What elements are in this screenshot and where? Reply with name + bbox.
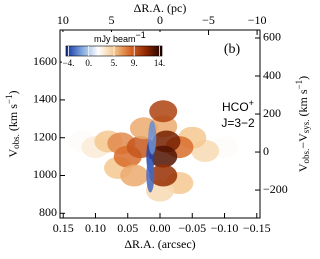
y-axis-label-part: −1 xyxy=(4,94,14,104)
x-tick-label: −0.05 xyxy=(178,221,206,235)
y-tick-label: 1400 xyxy=(33,92,57,106)
line-name-part: HCO xyxy=(222,100,249,114)
y-axis-label-part: (km s xyxy=(6,104,20,134)
y2-tick-label: 0 xyxy=(263,144,269,158)
y2-axis-label-part: obs. xyxy=(301,149,311,164)
x-tick-label: −0.15 xyxy=(243,221,271,235)
emission-blob xyxy=(149,145,178,168)
y-tick-label: 800 xyxy=(39,205,57,219)
y2-axis-label-part: V xyxy=(296,163,310,172)
colorbar-tick-label: 14. xyxy=(154,58,165,68)
line-name: HCO+ xyxy=(222,98,254,114)
x-axis-label: ΔR.A. (arcsec) xyxy=(124,237,195,251)
y2-axis-label-part: sys. xyxy=(301,119,311,133)
y2-axis-label-part: (km s xyxy=(296,89,310,119)
colorbar-label: mJy beam−1 xyxy=(94,30,146,44)
y-axis-label-part: ) xyxy=(6,90,20,94)
y2-tick-label: 600 xyxy=(263,30,281,44)
x-tick-label: 0.05 xyxy=(117,221,138,235)
y-axis-label: Vobs. (km s−1) xyxy=(4,90,21,157)
y2-tick-label: 200 xyxy=(263,106,281,120)
emission-blob xyxy=(148,120,157,155)
x2-tick-label: −5 xyxy=(202,13,215,27)
x-tick-label: −0.10 xyxy=(211,221,239,235)
x2-tick-label: 5 xyxy=(108,13,114,27)
x-tick-label: 0.10 xyxy=(85,221,106,235)
x2-tick-label: 0 xyxy=(157,13,163,27)
x-tick-label: 0.15 xyxy=(53,221,74,235)
colorbar-tick-label: 5. xyxy=(111,58,118,68)
x2-tick-label: 10 xyxy=(57,13,69,27)
y2-axis-label-part: −1 xyxy=(294,80,304,90)
y2-tick-label: −200 xyxy=(263,182,288,196)
y-axis-label-part: obs. xyxy=(11,134,21,149)
x-tick-label: 0.00 xyxy=(150,221,171,235)
emission xyxy=(68,100,239,202)
colorbar-tick-label: 0. xyxy=(85,58,92,68)
colorbar-tick-label: −4. xyxy=(63,58,75,68)
transition: J=3−2 xyxy=(221,116,255,130)
y-tick-label: 1200 xyxy=(33,129,57,143)
emission-blob xyxy=(146,158,155,193)
colorbar-label-part: −1 xyxy=(136,30,146,40)
x2-tick-label: −10 xyxy=(248,13,267,27)
y2-axis-label: Vobs.−Vsys. (km s−1) xyxy=(294,76,311,172)
y-tick-label: 1000 xyxy=(33,167,57,181)
line-name-part: + xyxy=(249,98,254,108)
x2-axis-label: ΔR.A. (pc) xyxy=(134,1,187,15)
emission-blob xyxy=(149,164,178,187)
y2-axis-label-part: −V xyxy=(296,133,310,149)
y2-tick-label: 400 xyxy=(263,68,281,82)
y-tick-label: 1600 xyxy=(33,54,57,68)
colorbar-label-part: mJy beam xyxy=(94,34,136,44)
emission-blob xyxy=(120,164,149,187)
y2-axis-label-part: ) xyxy=(296,76,310,80)
panel-label: (b) xyxy=(224,42,241,57)
y-axis-label-part: V xyxy=(6,149,20,158)
colorbar-tick-label: 9. xyxy=(131,58,138,68)
emission-blob xyxy=(149,100,178,123)
